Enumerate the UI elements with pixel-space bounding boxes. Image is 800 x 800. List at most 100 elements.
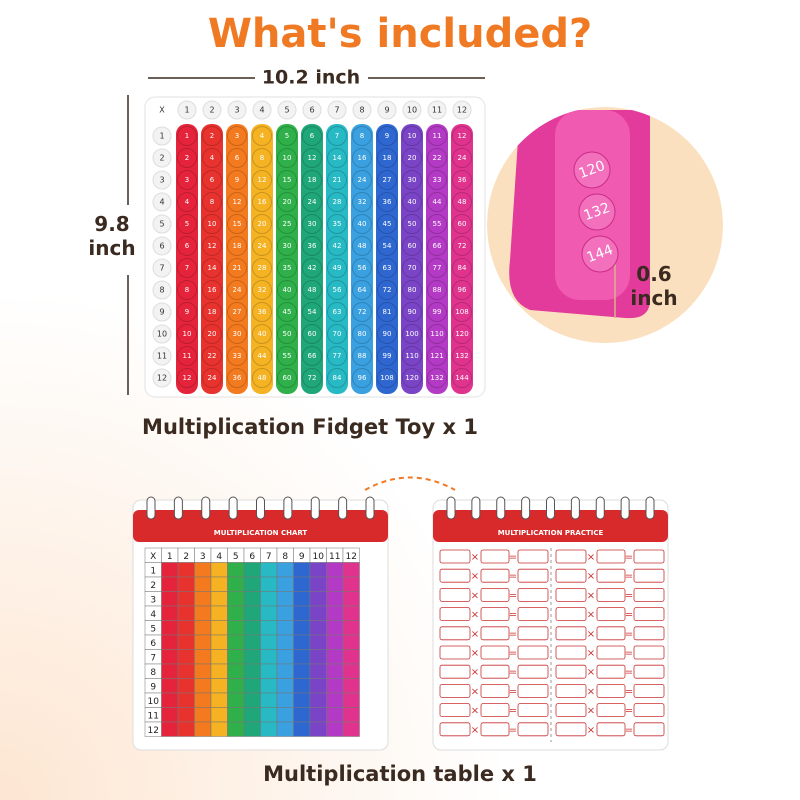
answer-box (480, 568, 510, 583)
product: 24 (458, 154, 467, 162)
bubble (352, 170, 372, 190)
product: 6 (210, 176, 215, 184)
zoom-bubble (581, 235, 619, 273)
product: 36 (308, 242, 317, 250)
bubble (227, 192, 247, 212)
product: 80 (358, 330, 367, 338)
bubble (202, 346, 222, 366)
col-header: 4 (259, 106, 264, 115)
product: 14 (333, 154, 342, 162)
row-header: 1 (150, 566, 156, 576)
answer-box (439, 588, 471, 602)
equals-sign: = (625, 667, 633, 678)
bubble (402, 126, 422, 146)
product: 8 (210, 198, 214, 206)
col-header: 8 (359, 106, 364, 115)
times-sign: × (587, 725, 595, 736)
bubble (177, 324, 197, 344)
cell (161, 678, 179, 694)
bubble (177, 170, 197, 190)
row-header: 3 (150, 595, 156, 605)
product: 10 (183, 330, 192, 338)
cell (243, 591, 261, 607)
bubble (377, 302, 397, 322)
product: 84 (333, 374, 342, 382)
bubble (227, 280, 247, 300)
spiral (446, 496, 456, 520)
spiral (365, 496, 375, 520)
answer-box (596, 722, 626, 737)
product: 55 (433, 220, 442, 228)
product: 12 (458, 132, 467, 140)
cell (326, 591, 344, 607)
cell (293, 721, 311, 737)
cell (260, 721, 278, 737)
cell (210, 649, 228, 665)
product: 16 (358, 154, 367, 162)
cell (260, 620, 278, 636)
cell (276, 576, 294, 592)
cell (342, 605, 360, 621)
product: 20 (208, 330, 217, 338)
row-header: 12 (148, 726, 159, 736)
product: 30 (308, 220, 317, 228)
cell (210, 692, 228, 708)
bubble (252, 346, 272, 366)
product: 32 (358, 198, 367, 206)
cell (276, 721, 294, 737)
spiral (595, 496, 605, 520)
equals-sign: = (509, 590, 517, 601)
product: 56 (333, 286, 342, 294)
product: 49 (333, 264, 342, 272)
product: 66 (308, 352, 317, 360)
product: 45 (283, 308, 292, 316)
bubble (377, 324, 397, 344)
cell (227, 678, 245, 694)
product: 88 (433, 286, 442, 294)
cell (210, 620, 228, 636)
cell (194, 562, 212, 578)
bubble (252, 280, 272, 300)
product: 3 (185, 176, 189, 184)
bubble (202, 368, 222, 388)
bubble (402, 170, 422, 190)
cell (194, 663, 212, 679)
cell (276, 605, 294, 621)
bubble (327, 214, 347, 234)
answer-box (480, 607, 510, 621)
bubble (377, 280, 397, 300)
cell (326, 605, 344, 621)
product: 70 (408, 264, 417, 272)
answer-box (517, 722, 549, 737)
bubble (202, 148, 222, 168)
product: 12 (308, 154, 317, 162)
row-header: 5 (159, 220, 164, 229)
bubble (427, 302, 447, 322)
spiral (570, 496, 580, 520)
answer-box (439, 549, 471, 564)
product: 110 (405, 352, 418, 360)
cell (326, 634, 344, 650)
cell (342, 649, 360, 665)
cell (309, 707, 327, 723)
bubble (402, 236, 422, 256)
col-header: 3 (234, 106, 239, 115)
header-bubble (152, 302, 172, 322)
answer-box (439, 645, 471, 660)
cell (276, 591, 294, 607)
product: 18 (208, 308, 217, 316)
product: 99 (433, 308, 442, 316)
product: 24 (208, 374, 217, 382)
spiral (146, 496, 156, 520)
bubble (402, 214, 422, 234)
bubble (177, 258, 197, 278)
bubble (277, 170, 297, 190)
col-header: 9 (384, 106, 389, 115)
product: 2 (210, 132, 214, 140)
product: 21 (233, 264, 242, 272)
bubble (402, 368, 422, 388)
answer-box (555, 722, 587, 737)
equals-sign: = (509, 686, 517, 697)
cell (194, 678, 212, 694)
